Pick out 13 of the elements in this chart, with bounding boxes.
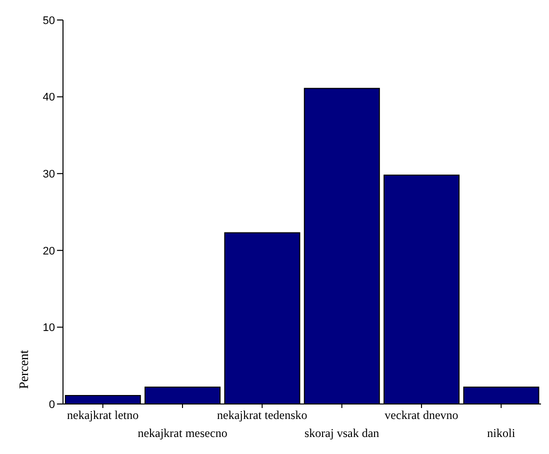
x-tick-label: veckrat dnevno <box>384 408 458 422</box>
y-tick-label: 20 <box>42 245 55 258</box>
x-tick-label: nekajkrat mesecno <box>138 426 228 440</box>
x-tick-label: nikoli <box>487 426 516 440</box>
y-tick-label: 50 <box>42 14 55 27</box>
x-tick-label: nekajkrat letno <box>67 408 139 422</box>
y-tick-label: 10 <box>42 322 55 334</box>
x-tick-label: nekajkrat tedensko <box>217 408 308 422</box>
x-tick-label: skoraj vsak dan <box>304 426 380 440</box>
y-tick-label: 0 <box>48 398 55 411</box>
y-axis-title: Percent <box>16 350 31 389</box>
y-tick-label: 30 <box>42 168 55 181</box>
y-tick-label: 40 <box>42 92 55 104</box>
